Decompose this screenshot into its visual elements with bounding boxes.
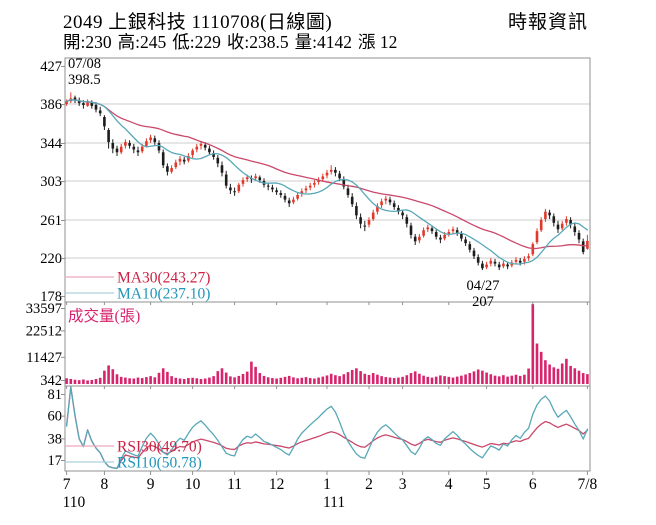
svg-text:178: 178 [40,289,62,305]
svg-text:成交量(張): 成交量(張) [68,307,140,325]
quote-part: 低:229 [172,32,221,52]
svg-text:261: 261 [40,213,62,229]
svg-text:6: 6 [529,476,537,493]
svg-text:04/27: 04/27 [466,278,499,294]
svg-text:RSI10(50.78): RSI10(50.78) [117,455,202,472]
legend-rsi: RSI30(49.70)RSI10(50.78) [66,439,202,472]
svg-text:60: 60 [48,409,63,425]
quote-part: 開:230 [63,32,112,52]
header: 2049 上銀科技 1110708(日線圖) [63,7,332,34]
svg-text:207: 207 [472,294,494,310]
svg-text:9: 9 [147,476,155,493]
svg-text:1: 1 [323,476,331,493]
svg-text:386: 386 [40,97,62,113]
quote-part: 量:4142 [294,32,352,52]
svg-text:MA10(237.10): MA10(237.10) [117,286,210,303]
svg-text:38: 38 [48,431,63,447]
volume-title: 成交量(張) [68,307,140,325]
svg-text:427: 427 [40,59,62,75]
svg-text:RSI30(49.70): RSI30(49.70) [117,439,202,456]
ma30-line [65,99,589,250]
svg-text:2: 2 [365,476,373,493]
svg-text:MA30(243.27): MA30(243.27) [117,270,210,287]
legend-main: MA30(243.27)MA10(237.10) [66,270,210,303]
rsi30-line [65,386,589,469]
svg-text:10: 10 [185,476,201,493]
svg-text:110: 110 [63,494,86,511]
svg-text:7/8: 7/8 [577,476,597,493]
svg-text:81: 81 [48,387,63,403]
quote-part: 漲 12 [358,32,398,52]
svg-text:303: 303 [40,174,62,190]
svg-text:17: 17 [48,453,63,469]
svg-text:398.5: 398.5 [68,72,101,88]
quote-part: 高:245 [117,32,167,52]
page-title: 2049 上銀科技 1110708(日線圖) [63,12,333,33]
volume-bars [65,304,589,384]
svg-text:7: 7 [63,476,71,493]
svg-text:111: 111 [323,494,345,511]
svg-text:11427: 11427 [26,350,62,366]
svg-text:344: 344 [40,136,63,152]
svg-text:33597: 33597 [26,301,62,317]
main-panel-grid [65,103,590,259]
svg-text:3: 3 [399,476,407,493]
svg-text:12: 12 [269,476,285,493]
svg-text:22512: 22512 [26,323,62,339]
candlesticks [65,92,589,271]
svg-text:5: 5 [483,476,491,493]
svg-text:07/08: 07/08 [68,56,101,72]
source-label: 時報資訊 [508,12,589,33]
svg-text:342: 342 [40,373,62,389]
svg-text:220: 220 [40,251,62,267]
rsi10-line [65,386,589,470]
svg-text:11: 11 [227,476,242,493]
quote-line: 開:230 高:245 低:229 收:238.5 量:4142 漲 12 [63,29,403,54]
quote-part: 收:238.5 [226,32,289,52]
ma10-line [65,99,589,265]
svg-text:4: 4 [445,476,453,493]
svg-text:8: 8 [101,476,109,493]
